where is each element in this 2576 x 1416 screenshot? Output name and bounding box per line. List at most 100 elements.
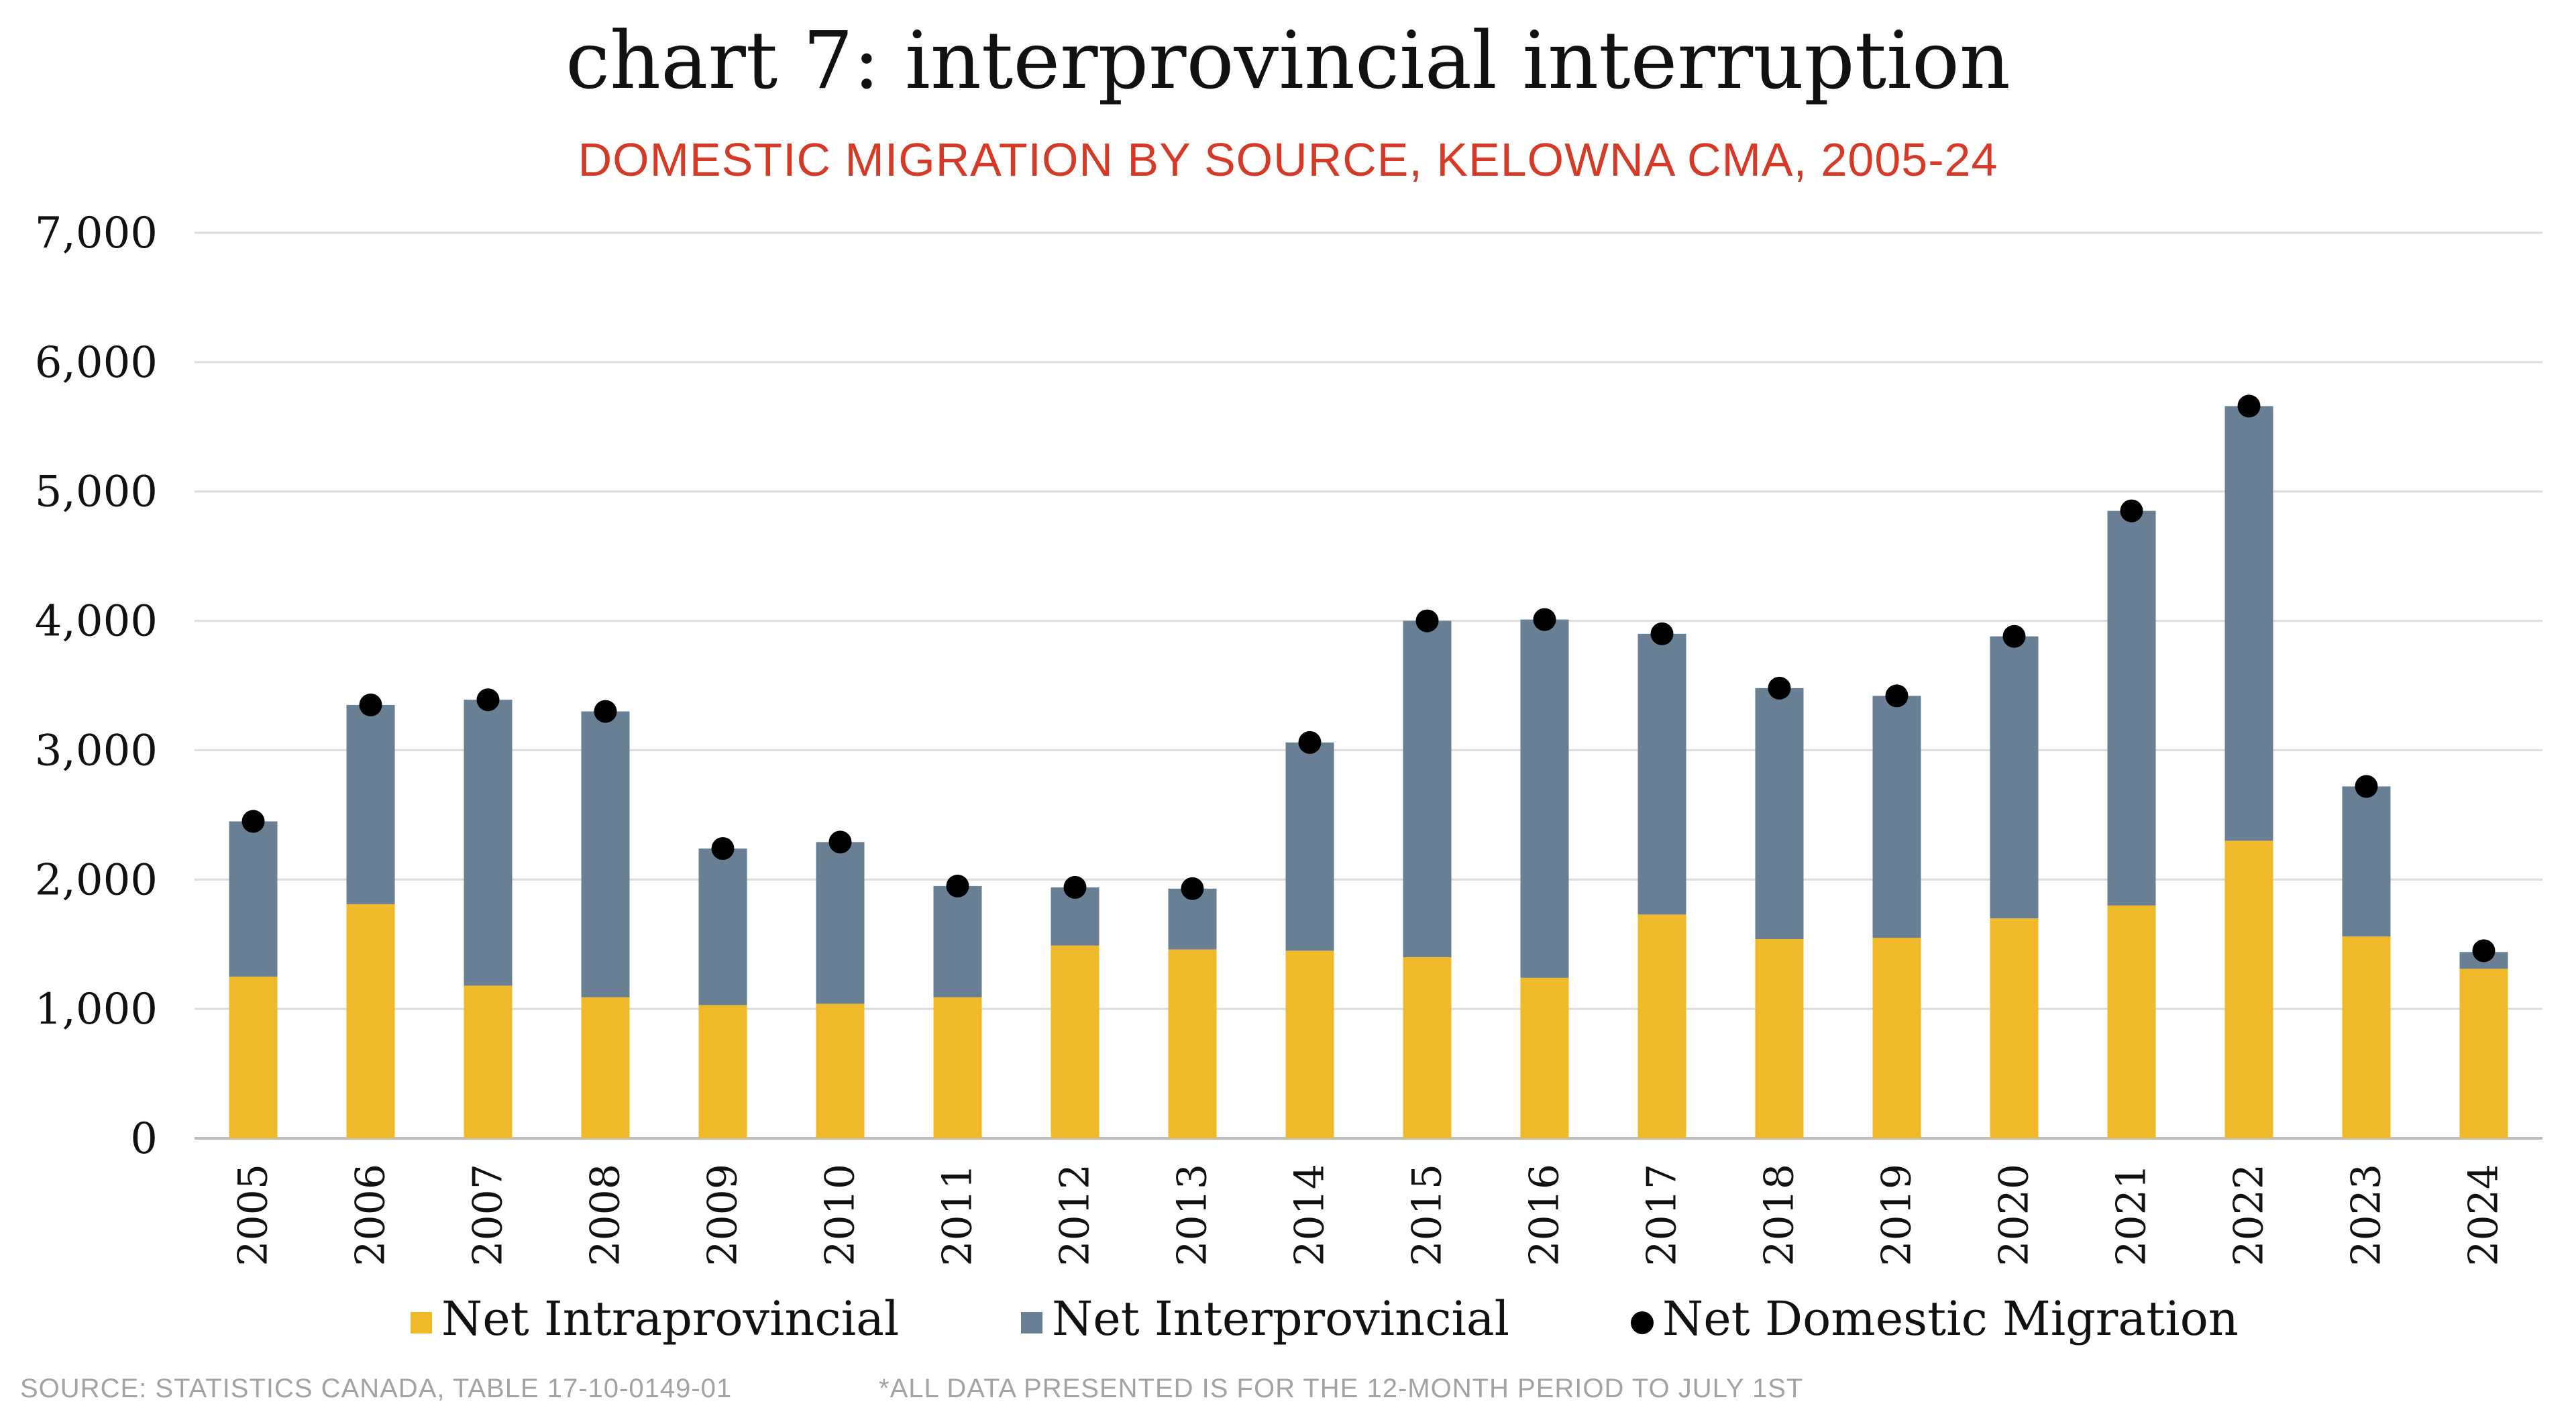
bar-interprovincial [1403, 620, 1452, 957]
y-tick-label: 4,000 [35, 597, 158, 647]
x-tick-label: 2017 [1639, 1164, 1686, 1266]
y-tick-label: 1,000 [35, 985, 158, 1034]
x-tick-label: 2022 [2226, 1164, 2273, 1266]
bar-interprovincial [2224, 406, 2273, 841]
x-tick-label: 2023 [2343, 1164, 2390, 1266]
bar-intraprovincial [229, 976, 278, 1138]
y-tick-label: 0 [130, 1114, 158, 1164]
bar-intraprovincial [1872, 938, 1921, 1138]
bar-interprovincial [2107, 510, 2156, 906]
x-tick-label: 2013 [1169, 1164, 1216, 1266]
bar-interprovincial [1872, 696, 1921, 938]
point-net-domestic [1298, 730, 1322, 754]
bar-intraprovincial [464, 985, 513, 1138]
x-tick-label: 2024 [2461, 1164, 2508, 1266]
bar-interprovincial [2342, 786, 2391, 937]
legend-label: Net Intraprovincial [441, 1291, 899, 1346]
bar-intraprovincial [1520, 977, 1569, 1138]
legend-swatch [411, 1312, 432, 1333]
point-net-domestic [828, 830, 852, 854]
point-net-domestic [1533, 608, 1556, 631]
bar-interprovincial [816, 842, 865, 1004]
bar-intraprovincial [1285, 950, 1334, 1138]
bar-intraprovincial [1403, 957, 1452, 1138]
bar-interprovincial [229, 821, 278, 977]
bar-intraprovincial [581, 997, 630, 1138]
bar-interprovincial [464, 700, 513, 986]
legend-swatch [1631, 1311, 1654, 1334]
bar-intraprovincial [346, 904, 395, 1138]
source-note: SOURCE: STATISTICS CANADA, TABLE 17-10-0… [20, 1374, 733, 1403]
bar-intraprovincial [2107, 905, 2156, 1138]
y-tick-label: 7,000 [35, 209, 158, 258]
point-net-domestic [946, 874, 969, 897]
point-net-domestic [2237, 394, 2261, 418]
bar-intraprovincial [1051, 945, 1099, 1138]
legend-swatch [1021, 1312, 1042, 1333]
bar-intraprovincial [1755, 939, 1804, 1138]
x-tick-label: 2007 [465, 1164, 512, 1266]
y-tick-label: 6,000 [35, 338, 158, 388]
bars [229, 406, 2508, 1138]
y-tick-label: 3,000 [35, 726, 158, 775]
point-net-domestic [1181, 877, 1204, 900]
chart-title: chart 7: interprovincial interruption [566, 14, 2010, 107]
point-net-domestic [476, 688, 500, 712]
point-net-domestic [241, 810, 265, 833]
point-net-domestic [2002, 624, 2026, 648]
x-tick-label: 2011 [934, 1164, 981, 1266]
x-tick-label: 2010 [817, 1164, 864, 1266]
x-tick-label: 2018 [1756, 1164, 1803, 1266]
point-net-domestic [2355, 775, 2378, 798]
x-tick-label: 2015 [1404, 1164, 1451, 1266]
x-tick-label: 2008 [582, 1164, 629, 1266]
x-tick-label: 2014 [1287, 1164, 1334, 1266]
bar-interprovincial [1285, 742, 1334, 951]
point-net-domestic [2472, 939, 2496, 963]
x-axis-labels: 2005 2006 2007 2008 2009 2010 2011 2012 2013 2014… [230, 1164, 2508, 1266]
x-tick-label: 2006 [347, 1164, 394, 1266]
bar-intraprovincial [2224, 840, 2273, 1138]
point-net-domestic [2120, 499, 2143, 523]
legend: Net Intraprovincial Net Interprovincial Ne… [411, 1291, 2239, 1346]
point-net-domestic [1768, 676, 1791, 700]
point-net-domestic [594, 700, 617, 723]
point-net-domestic [711, 837, 735, 860]
bar-interprovincial [1638, 633, 1686, 915]
chart-subtitle: DOMESTIC MIGRATION BY SOURCE, KELOWNA CM… [578, 133, 1998, 186]
bar-intraprovincial [2459, 969, 2508, 1138]
bar-interprovincial [698, 849, 747, 1005]
bar-interprovincial [346, 704, 395, 904]
bar-intraprovincial [1990, 918, 2039, 1138]
point-net-domestic [1063, 875, 1087, 899]
x-tick-label: 2009 [700, 1164, 747, 1266]
y-tick-label: 5,000 [35, 468, 158, 517]
x-tick-label: 2021 [2108, 1164, 2155, 1266]
bar-interprovincial [933, 885, 982, 997]
gridlines [195, 231, 2542, 1140]
bar-intraprovincial [698, 1005, 747, 1138]
bar-intraprovincial [1168, 949, 1217, 1138]
x-tick-label: 2005 [230, 1164, 277, 1266]
bar-intraprovincial [1638, 914, 1686, 1138]
x-tick-label: 2020 [1991, 1164, 2038, 1266]
y-axis-labels: 0 1,000 2,000 3,000 4,000 5,000 6,000 7,000 [35, 209, 158, 1164]
domestic-migration-points [241, 394, 2496, 963]
point-net-domestic [1885, 684, 1909, 708]
legend-label: Net Domestic Migration [1662, 1291, 2239, 1346]
period-note: *ALL DATA PRESENTED IS FOR THE 12-MONTH … [879, 1374, 1804, 1403]
x-tick-label: 2016 [1521, 1164, 1568, 1266]
bar-interprovincial [1520, 619, 1569, 978]
bar-intraprovincial [816, 1003, 865, 1138]
point-net-domestic [359, 693, 382, 716]
point-net-domestic [1415, 609, 1439, 633]
point-net-domestic [1650, 622, 1674, 645]
x-tick-label: 2019 [1874, 1164, 1921, 1266]
bar-interprovincial [1990, 636, 2039, 919]
bar-interprovincial [581, 711, 630, 997]
bar-interprovincial [1755, 688, 1804, 939]
legend-label: Net Interprovincial [1052, 1291, 1509, 1346]
bar-intraprovincial [933, 997, 982, 1138]
x-tick-label: 2012 [1052, 1164, 1099, 1266]
stacked-bar-chart: 0 1,000 2,000 3,000 4,000 5,000 6,000 7,000 200… [35, 209, 2542, 1346]
